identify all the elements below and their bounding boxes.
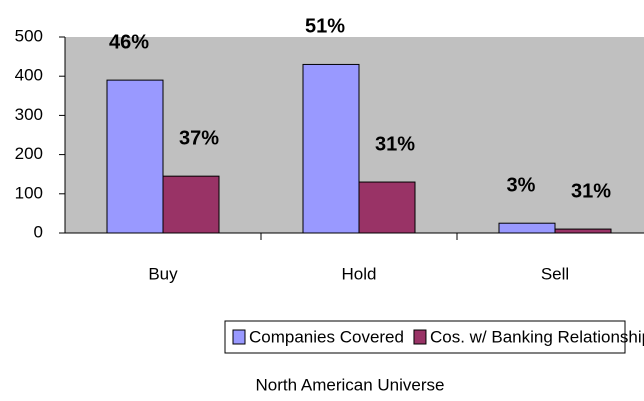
- bar: [106, 79, 164, 234]
- y-tick-label: 0: [34, 222, 43, 241]
- legend-label: Cos. w/ Banking Relationship: [430, 327, 644, 346]
- y-tick-label: 500: [15, 26, 43, 45]
- bar-label: 3%: [507, 174, 536, 196]
- x-tick-label: Hold: [342, 264, 377, 283]
- bar-label: 31%: [571, 180, 611, 202]
- legend-swatch: [413, 329, 427, 345]
- bar-label: 51%: [305, 16, 345, 38]
- legend-label: Companies Covered: [249, 327, 404, 346]
- bar: [498, 222, 556, 234]
- y-tick-label: 300: [15, 105, 43, 124]
- legend-swatch: [232, 329, 246, 345]
- x-tick-label: Sell: [541, 264, 569, 283]
- y-tick-label: 100: [15, 183, 43, 202]
- bar: [554, 228, 612, 234]
- bar: [162, 175, 220, 234]
- bar-label: 46%: [109, 31, 149, 53]
- x-axis-label: North American Universe: [256, 375, 445, 394]
- bar-label: 37%: [179, 127, 219, 149]
- bar-label: 31%: [375, 133, 415, 155]
- y-tick-label: 200: [15, 144, 43, 163]
- bar: [358, 181, 416, 234]
- x-tick-label: Buy: [148, 264, 178, 283]
- y-tick-label: 400: [15, 66, 43, 85]
- bar: [302, 63, 360, 234]
